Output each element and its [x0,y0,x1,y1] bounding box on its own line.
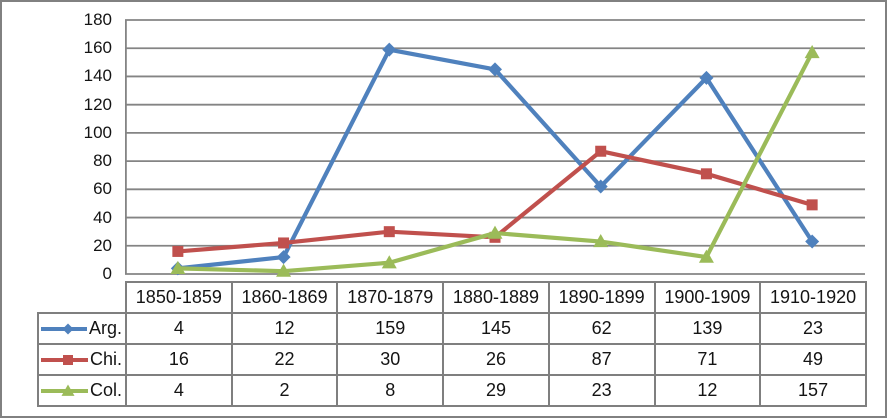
value-cell: 12 [653,374,762,407]
diamond-marker-icon [276,250,291,265]
category-header-cell: 1910-1920 [759,281,867,314]
triangle-marker-icon [487,225,503,239]
legend-diamond-marker-icon [41,323,87,334]
value-cell: 26 [442,343,550,376]
value-cell: 87 [547,343,656,376]
y-tick-label: 180 [83,10,112,29]
triangle-marker-icon [698,249,714,263]
triangle-marker-icon [804,44,820,59]
diamond-marker-icon [805,234,820,249]
y-axis-tick-labels: 180 160 140 120 100 80 60 40 20 0 [54,2,112,292]
value-cell: 22 [230,343,339,376]
value-cell: 71 [653,343,762,376]
corner-cell [38,282,126,313]
value-cell: 23 [759,312,867,345]
value-cell: 2 [230,374,339,407]
square-marker-icon [278,237,290,249]
y-tick-label: 160 [83,38,112,58]
table-row: Col. 4 2 8 29 23 12 157 [37,374,867,407]
value-cell: 49 [759,343,867,376]
triangle-marker-icon [276,263,292,277]
plot-area [124,19,865,277]
y-tick-label: 80 [93,151,112,171]
category-header-cell: 1890-1899 [547,281,656,314]
y-tick-label: 120 [83,94,112,114]
y-tick-label: 20 [93,235,112,255]
legend-square-marker-icon [41,354,88,365]
category-header-cell: 1870-1879 [336,281,445,314]
chart-data-table: 1850-1859 1860-1869 1870-1879 1880-1889 1890… [37,281,867,407]
value-cell: 62 [547,312,656,345]
value-cell: 23 [547,374,656,407]
value-cell: 4 [125,312,233,345]
diamond-marker-icon [699,70,714,85]
category-header-cell: 1850-1859 [125,281,233,314]
y-tick-label: 140 [83,66,112,86]
table-row: Chi. 16 22 30 26 87 71 49 [37,343,867,376]
series-label: Col. [89,380,122,400]
diamond-marker-icon [593,179,608,194]
value-cell: 139 [653,312,762,345]
y-tick-label: 0 [102,264,112,283]
y-tick-label: 60 [93,179,112,199]
y-tick-label: 100 [83,122,112,142]
value-cell: 29 [442,374,550,407]
category-header-cell: 1860-1869 [230,281,339,314]
square-marker-icon [700,168,712,180]
legend-triangle-marker-icon [41,384,88,396]
square-marker-icon [172,245,184,257]
category-header-cell: 1900-1909 [653,281,762,314]
y-tick-label: 40 [93,207,112,227]
value-cell: 16 [125,343,233,376]
value-cell: 145 [442,312,550,345]
value-cell: 30 [336,343,445,376]
legend-key-cell: Col. [37,374,127,407]
triangle-marker-icon [593,234,609,248]
series-label: Arg. [88,318,122,338]
value-cell: 12 [230,312,339,345]
legend-key-cell: Chi. [37,343,127,376]
square-marker-icon [595,145,607,157]
value-cell: 157 [759,374,867,407]
legend-key-cell: Arg. [37,312,127,345]
value-cell: 159 [336,312,445,345]
category-header-cell: 1880-1889 [442,281,550,314]
triangle-marker-icon [381,255,397,269]
square-marker-icon [806,199,818,211]
triangle-marker-icon [170,260,186,274]
table-row: Arg. 4 12 159 145 62 139 23 [37,312,867,345]
series-label: Chi. [89,349,122,369]
diamond-marker-icon [382,42,397,57]
square-marker-icon [383,226,395,238]
value-cell: 4 [125,374,233,407]
value-cell: 8 [336,374,445,407]
table-header-row: 1850-1859 1860-1869 1870-1879 1880-1889 1890… [38,281,867,314]
